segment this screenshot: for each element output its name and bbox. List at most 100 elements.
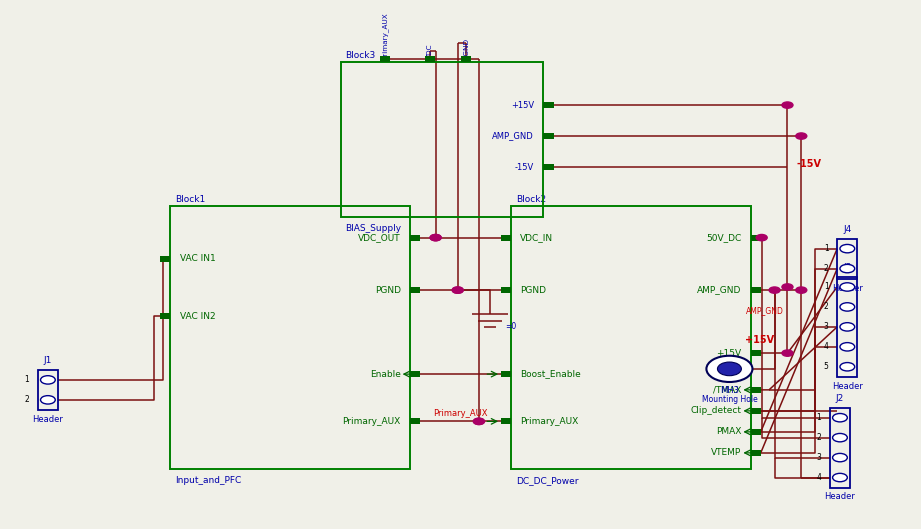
Circle shape [833,473,847,482]
Text: MH3: MH3 [720,386,739,395]
Text: PMAX: PMAX [716,427,741,436]
Bar [461,56,472,62]
Text: Clip_detect: Clip_detect [691,406,741,415]
Bar [543,102,554,108]
Text: Block1: Block1 [175,195,205,204]
Bar [751,408,761,414]
Text: Enable: Enable [369,370,401,379]
Bar [170,206,410,469]
Bar [425,56,435,62]
Text: 3: 3 [816,453,822,462]
Circle shape [473,418,484,424]
Text: Input_and_PFC: Input_and_PFC [175,476,241,485]
Text: +15V: +15V [717,349,741,358]
Circle shape [452,287,463,293]
Bar [501,235,511,241]
Bar [751,387,761,393]
Text: Header: Header [32,415,64,424]
Bar [751,287,761,293]
Circle shape [430,234,441,241]
Text: J1: J1 [43,356,52,365]
Text: Header: Header [832,284,863,293]
Circle shape [840,362,855,371]
Text: AMP_GND: AMP_GND [697,286,741,295]
Text: -15V: -15V [797,159,822,169]
Text: J4: J4 [844,225,851,234]
Bar [837,239,857,279]
Text: 1: 1 [24,376,29,385]
Text: 1: 1 [823,244,829,253]
Text: 4: 4 [816,473,822,482]
Text: VDC: VDC [427,43,433,59]
Bar [501,371,511,377]
Circle shape [430,234,441,241]
Text: 1: 1 [823,282,829,291]
Text: Block2: Block2 [516,195,546,204]
Circle shape [840,303,855,311]
Text: 3: 3 [823,322,829,331]
Circle shape [833,433,847,442]
Bar [160,314,170,320]
Circle shape [41,376,55,384]
Text: /TMAX: /TMAX [713,385,741,395]
Text: PGND: PGND [520,286,546,295]
Circle shape [796,287,807,293]
Circle shape [840,323,855,331]
Circle shape [833,414,847,422]
Bar [830,408,850,488]
Text: VDC_OUT: VDC_OUT [358,233,401,242]
Bar [751,450,761,456]
Circle shape [756,234,767,241]
Text: Mounting Hole: Mounting Hole [702,395,757,404]
Text: J3: J3 [843,263,852,272]
Bar [751,235,761,241]
Text: AMP_GND: AMP_GND [746,307,785,316]
Text: Block3: Block3 [345,51,376,60]
Text: Primary_AUX: Primary_AUX [520,417,578,426]
Bar [160,256,170,261]
Text: 1: 1 [816,413,822,422]
Text: VTEMP: VTEMP [711,449,741,458]
Circle shape [782,102,793,108]
Text: Header: Header [824,492,856,501]
Circle shape [840,264,855,273]
Circle shape [41,396,55,404]
Circle shape [706,355,752,382]
Circle shape [452,287,463,293]
Text: 2: 2 [823,264,829,273]
Circle shape [833,453,847,462]
Bar [410,235,420,241]
Bar [410,418,420,424]
Text: J2: J2 [836,394,844,403]
Bar [511,206,751,469]
Text: AMP_GND: AMP_GND [493,132,534,141]
Text: 2: 2 [816,433,822,442]
Text: BIAS_Supply: BIAS_Supply [345,224,402,233]
Text: 2: 2 [24,395,29,404]
Bar [501,418,511,424]
Circle shape [796,133,807,139]
Bar [410,287,420,293]
Circle shape [717,362,741,376]
Text: Header: Header [832,382,863,391]
Bar [341,62,543,216]
Text: VDC_IN: VDC_IN [520,233,554,242]
Bar [751,429,761,435]
Circle shape [782,350,793,356]
Circle shape [840,343,855,351]
Text: 50V_DC: 50V_DC [706,233,741,242]
Text: Primary_AUX: Primary_AUX [343,417,401,426]
Circle shape [473,418,484,424]
Circle shape [840,283,855,291]
Bar [543,133,554,139]
Text: -15V: -15V [515,162,534,171]
Circle shape [840,244,855,253]
Text: Primary_AUX: Primary_AUX [382,12,389,59]
Text: VAC IN2: VAC IN2 [180,312,216,321]
Bar [38,370,58,410]
Text: DC_DC_Power: DC_DC_Power [516,476,578,485]
Text: Primary_AUX: Primary_AUX [433,409,488,418]
Bar [837,277,857,377]
Text: =0: =0 [505,322,516,331]
Text: PGND: PGND [463,38,470,59]
